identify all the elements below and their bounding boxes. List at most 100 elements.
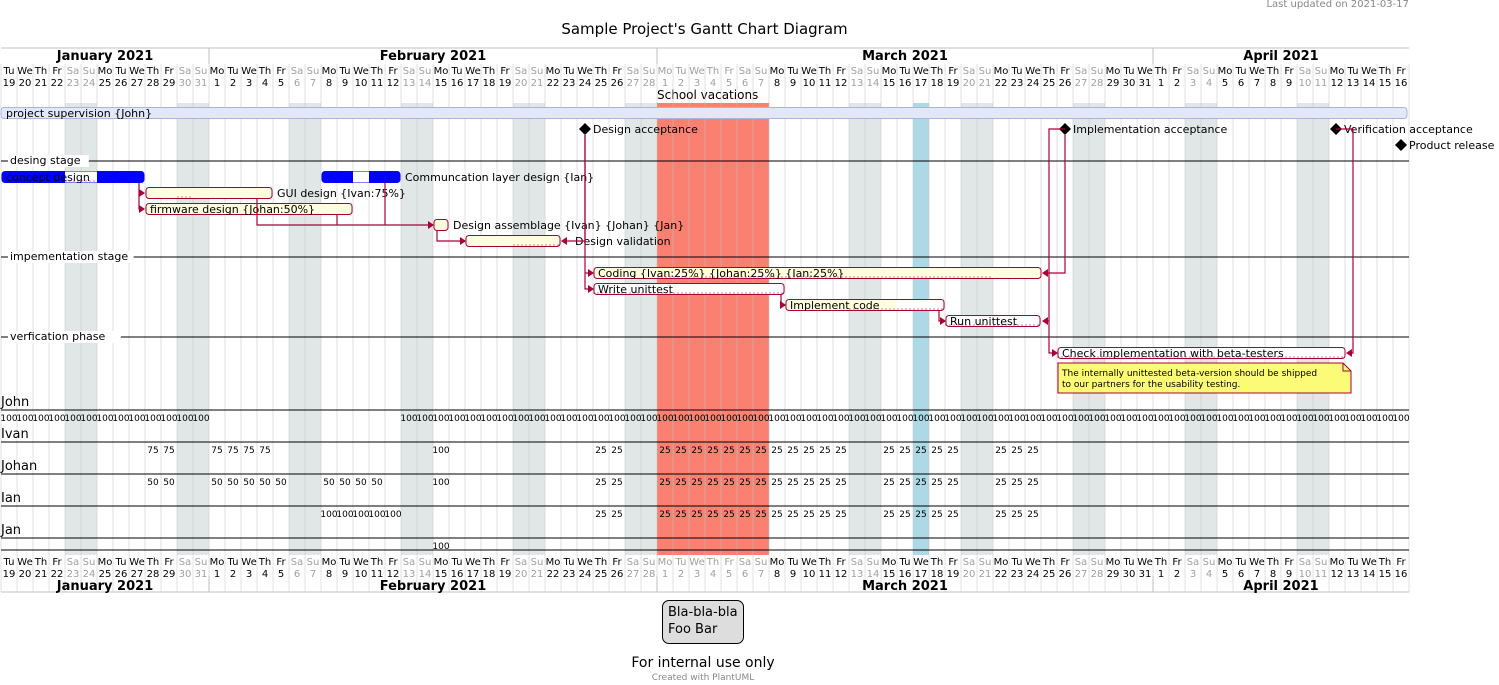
day-number-label: 7	[1254, 569, 1260, 580]
day-number-label: 2	[230, 569, 236, 580]
weekday-label: Sa	[851, 66, 863, 77]
resource-load: 100	[1136, 414, 1153, 424]
resource-load: 25	[611, 446, 622, 456]
weekday-label: Sa	[627, 557, 639, 568]
weekday-label: Tu	[339, 557, 351, 568]
day-number-label: 30	[179, 78, 192, 89]
separator-label: desing stage	[10, 154, 81, 167]
resource-load: 100	[352, 510, 369, 520]
day-number-label: 23	[563, 569, 576, 580]
day-number-label: 8	[326, 78, 332, 89]
resource-load: 100	[1152, 414, 1169, 424]
task-gui-design: GUI design {Ivan:75%}	[145, 187, 406, 200]
weekday-label: Mo	[1330, 557, 1345, 568]
weekday-label: Tu	[1123, 66, 1135, 77]
resource-load: 100	[112, 414, 129, 424]
weekday-label: Tu	[1347, 557, 1359, 568]
weekday-label: Sa	[739, 66, 751, 77]
resource-load: 25	[1027, 478, 1038, 488]
day-number-label: 3	[1190, 569, 1196, 580]
day-number-label: 21	[979, 569, 992, 580]
day-number-label: 21	[531, 78, 544, 89]
weekday-label: Th	[34, 66, 47, 77]
task-concept-design: concept design	[1, 171, 145, 184]
day-number-label: 27	[627, 78, 640, 89]
resource-load: 25	[755, 446, 766, 456]
weekday-label: Su	[1091, 557, 1104, 568]
weekday-label: Su	[867, 66, 880, 77]
resource-load: 50	[211, 478, 223, 488]
resource-load: 100	[912, 414, 929, 424]
weekday-label: Th	[258, 66, 271, 77]
day-number-label: 15	[883, 569, 896, 580]
weekday-label: We	[129, 66, 144, 77]
weekday-label: Tu	[115, 66, 127, 77]
resource-load: 100	[592, 414, 609, 424]
resource-load: 100	[1008, 414, 1025, 424]
weekday-label: Fr	[388, 557, 398, 568]
dependency-arrowhead	[588, 285, 594, 293]
day-number-label: 8	[1270, 569, 1276, 580]
day-number-label: 11	[371, 78, 384, 89]
resource-load: 25	[723, 510, 734, 520]
day-number-label: 10	[355, 78, 368, 89]
day-number-label: 30	[1123, 78, 1136, 89]
day-number-label: 24	[83, 569, 96, 580]
weekday-label: Th	[146, 557, 159, 568]
weekday-label: Tu	[787, 66, 799, 77]
day-number-label: 20	[19, 78, 32, 89]
day-number-label: 7	[758, 78, 764, 89]
resource-load: 100	[384, 510, 401, 520]
resource-load: 100	[752, 414, 769, 424]
weekday-label: Th	[1378, 557, 1391, 568]
day-number-label: 9	[342, 569, 348, 580]
resource-load: 25	[659, 510, 670, 520]
weekday-label: Fr	[724, 557, 734, 568]
resource-name: Ian	[1, 491, 21, 506]
day-number-label: 8	[1270, 78, 1276, 89]
day-number-label: 2	[678, 78, 684, 89]
resource-load: 25	[691, 446, 702, 456]
resource-load: 25	[755, 510, 766, 520]
weekday-label: Sa	[1299, 66, 1311, 77]
day-number-label: 19	[499, 78, 512, 89]
day-number-label: 30	[1123, 569, 1136, 580]
resource-load: 25	[659, 478, 670, 488]
weekday-label: Su	[307, 557, 320, 568]
day-number-label: 3	[1190, 78, 1196, 89]
resource-load: 100	[512, 414, 529, 424]
day-number-label: 19	[947, 569, 960, 580]
day-number-label: 4	[1206, 569, 1212, 580]
task-implement-code: Implement code	[785, 299, 945, 312]
resource-load: 100	[1312, 414, 1329, 424]
resource-load: 100	[144, 414, 161, 424]
weekday-label: Fr	[612, 557, 622, 568]
day-number-label: 26	[115, 569, 128, 580]
resource-load: 25	[931, 478, 942, 488]
resource-load: 50	[323, 478, 335, 488]
weekday-label: Sa	[1075, 66, 1087, 77]
weekday-label: Su	[755, 557, 768, 568]
milestone-label: Product release	[1409, 139, 1495, 152]
day-number-label: 14	[419, 569, 432, 580]
day-number-label: 1	[1158, 569, 1164, 580]
weekday-label: We	[241, 66, 256, 77]
day-number-label: 22	[51, 78, 64, 89]
resource-load: 25	[835, 478, 846, 488]
weekday-label: Mo	[210, 557, 225, 568]
weekday-label: Th	[1154, 66, 1167, 77]
day-number-label: 1	[662, 569, 668, 580]
resource-load: 100	[1232, 414, 1249, 424]
weekday-label: Fr	[1284, 66, 1294, 77]
dependency-arrowhead	[1042, 317, 1048, 325]
resource-load: 25	[691, 510, 702, 520]
weekday-label: Su	[1091, 66, 1104, 77]
resource-load: 75	[147, 446, 158, 456]
day-number-label: 22	[995, 569, 1008, 580]
weekday-label: Mo	[882, 66, 897, 77]
resource-load: 25	[771, 478, 782, 488]
resource-load: 25	[675, 478, 686, 488]
day-number-label: 21	[531, 569, 544, 580]
day-number-label: 25	[1043, 569, 1056, 580]
resource-load: 75	[227, 446, 238, 456]
